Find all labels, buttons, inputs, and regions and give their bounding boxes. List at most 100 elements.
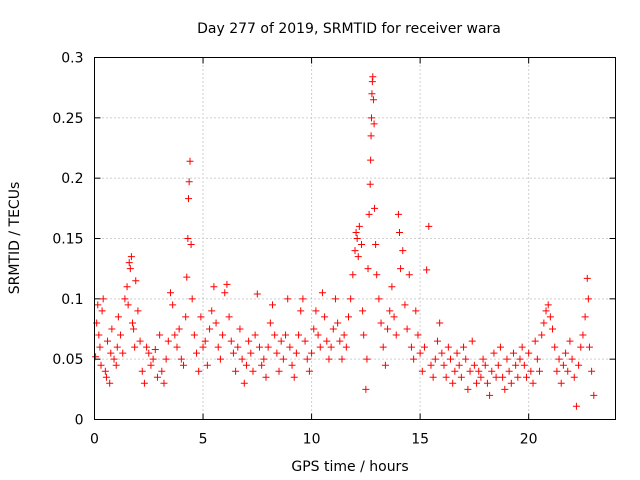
data-point — [566, 337, 574, 345]
data-point — [253, 290, 261, 298]
data-point — [390, 313, 398, 321]
data-point — [121, 295, 129, 303]
data-point — [171, 331, 179, 339]
data-point — [536, 367, 544, 375]
data-point — [225, 313, 233, 321]
data-point — [438, 349, 446, 357]
data-point — [299, 295, 307, 303]
data-point — [288, 361, 296, 369]
data-point — [557, 379, 565, 387]
data-point — [195, 367, 203, 375]
data-point — [342, 343, 350, 351]
data-point — [128, 319, 136, 327]
data-point — [242, 361, 250, 369]
data-point — [286, 343, 294, 351]
data-point — [227, 337, 235, 345]
data-point — [113, 343, 121, 351]
data-point — [126, 265, 134, 273]
data-point — [151, 346, 159, 354]
data-point — [436, 319, 444, 327]
data-point — [132, 277, 140, 285]
data-point — [238, 355, 246, 363]
y-tick-labels: 0 0.05 0.1 0.15 0.2 0.25 0.3 — [52, 51, 83, 429]
data-point — [397, 265, 405, 273]
data-point — [208, 307, 216, 315]
data-point — [160, 379, 168, 387]
data-point — [96, 343, 104, 351]
data-point — [134, 307, 142, 315]
data-point — [251, 331, 259, 339]
data-point — [367, 114, 375, 122]
data-point — [364, 265, 372, 273]
data-point — [352, 228, 360, 236]
data-point — [177, 355, 185, 363]
data-point — [255, 343, 263, 351]
data-point — [412, 307, 420, 315]
data-point — [334, 319, 342, 327]
data-point — [577, 343, 585, 351]
data-point — [107, 349, 115, 357]
data-point — [123, 283, 131, 291]
data-point — [301, 337, 309, 345]
data-point — [284, 295, 292, 303]
data-point — [562, 349, 570, 357]
x-tick-label: 20 — [520, 432, 538, 448]
data-point — [373, 271, 381, 279]
data-point — [423, 266, 431, 274]
data-point — [507, 379, 515, 387]
data-point — [193, 349, 201, 357]
data-point — [347, 295, 355, 303]
x-tick-label: 10 — [303, 432, 321, 448]
data-point — [297, 307, 305, 315]
y-tick-label: 0.3 — [61, 51, 83, 67]
data-point — [427, 361, 435, 369]
data-point — [509, 349, 517, 357]
data-point — [127, 253, 135, 261]
data-point — [279, 355, 287, 363]
data-point — [360, 331, 368, 339]
data-point — [199, 343, 207, 351]
data-point — [407, 343, 415, 351]
data-point — [190, 331, 198, 339]
data-point — [182, 313, 190, 321]
data-point — [206, 325, 214, 333]
data-point — [369, 73, 377, 81]
data-point — [575, 361, 583, 369]
data-point — [416, 349, 424, 357]
y-tick-label: 0 — [75, 413, 84, 429]
data-point — [329, 325, 337, 333]
data-point — [336, 337, 344, 345]
data-point — [418, 367, 426, 375]
data-point — [214, 343, 222, 351]
data-point — [555, 355, 563, 363]
data-point — [372, 241, 380, 249]
data-point — [351, 247, 359, 255]
data-point — [340, 331, 348, 339]
data-point — [355, 222, 363, 230]
data-point — [405, 271, 413, 279]
data-point — [187, 241, 195, 249]
data-point — [338, 355, 346, 363]
data-point — [269, 301, 277, 309]
data-point — [449, 379, 457, 387]
data-point — [572, 402, 580, 410]
data-point — [455, 361, 463, 369]
data-point — [349, 271, 357, 279]
data-point — [130, 325, 138, 333]
data-point — [184, 195, 192, 203]
x-tick-label: 5 — [199, 432, 208, 448]
data-point — [249, 367, 257, 375]
data-point — [451, 367, 459, 375]
data-point — [303, 355, 311, 363]
data-point — [551, 343, 559, 351]
data-point — [401, 301, 409, 309]
data-point — [275, 367, 283, 375]
y-axis-title: SRMTID / TECUs — [7, 182, 23, 295]
data-point — [145, 349, 153, 357]
data-point — [468, 337, 476, 345]
data-point — [514, 373, 522, 381]
data-point — [473, 379, 481, 387]
plot-frame — [94, 57, 616, 420]
data-point — [312, 307, 320, 315]
data-point — [108, 325, 116, 333]
